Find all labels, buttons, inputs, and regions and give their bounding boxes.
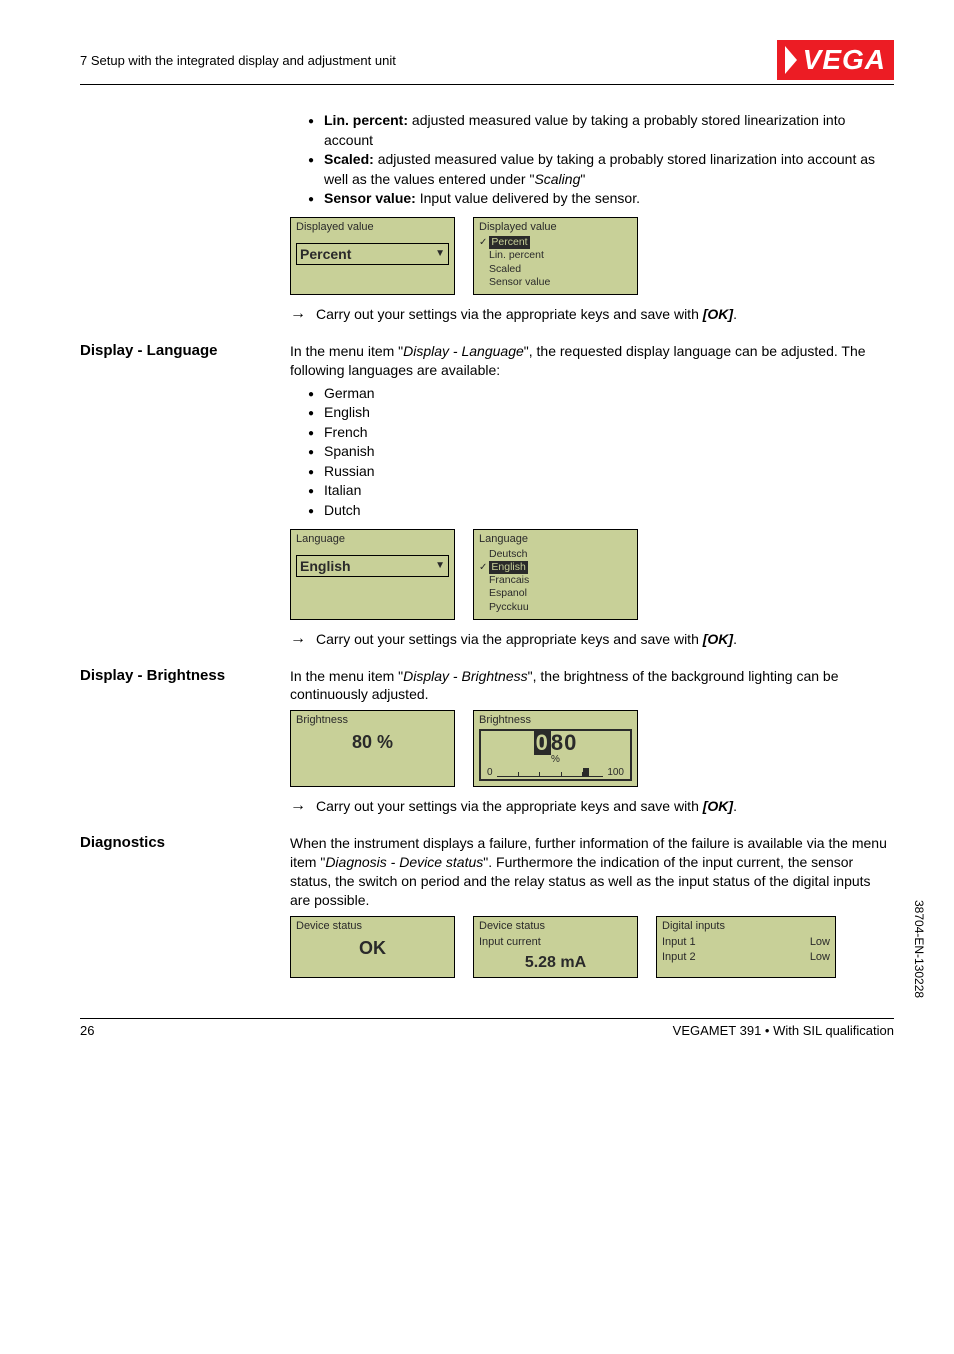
brightness-lcds: Brightness 80 % Brightness 080 % 0 100	[290, 710, 894, 787]
bullet-sensor-value: Sensor value: Input value delivered by t…	[308, 189, 894, 209]
lcd-displayed-value-list: Displayed value Percent Lin. percent Sca…	[473, 217, 638, 295]
lcd-language-select: Language English ▼	[290, 529, 455, 620]
header-section-text: 7 Setup with the integrated display and …	[80, 53, 396, 68]
vega-logo: VEGA	[777, 40, 894, 80]
lcd-digital-inputs: Digital inputs Input 1Low Input 2Low	[656, 916, 836, 978]
language-lcds: Language English ▼ Language Deutsch Engl…	[290, 529, 894, 620]
lcd-brightness-value: Brightness 80 %	[290, 710, 455, 787]
brightness-instruction: → Carry out your settings via the approp…	[290, 797, 894, 816]
page-footer: 26 VEGAMET 391 • With SIL qualification	[80, 1018, 894, 1038]
section-displayed-value: Lin. percent: adjusted measured value by…	[80, 109, 894, 342]
lcd-device-status-current: Device status Input current 5.28 mA	[473, 916, 638, 978]
input-current-value: 5.28 mA	[479, 954, 632, 972]
bullet-lin-percent: Lin. percent: adjusted measured value by…	[308, 111, 894, 150]
language-bullets: German English French Spanish Russian It…	[290, 384, 894, 521]
logo-triangle-icon	[785, 46, 797, 74]
lcd-select-english: English ▼	[296, 555, 449, 577]
brightness-content: In the menu item "Display - Brightness",…	[290, 667, 894, 835]
lcd-device-status-ok: Device status OK	[290, 916, 455, 978]
diagnostics-para: When the instrument displays a failure, …	[290, 834, 894, 910]
lcd-select-percent: Percent ▼	[296, 243, 449, 265]
language-para: In the menu item "Display - Language", t…	[290, 342, 894, 380]
language-instruction: → Carry out your settings via the approp…	[290, 630, 894, 649]
lcd-brightness-edit: Brightness 080 % 0 100	[473, 710, 638, 787]
arrow-icon: →	[290, 797, 306, 816]
displayed-value-bullets: Lin. percent: adjusted measured value by…	[290, 111, 894, 209]
logo-text: VEGA	[803, 44, 886, 76]
digital-input-row: Input 2Low	[662, 950, 830, 965]
page-header: 7 Setup with the integrated display and …	[80, 40, 894, 85]
arrow-icon: →	[290, 305, 306, 324]
side-label-empty	[80, 109, 290, 342]
bullet-scaled: Scaled: adjusted measured value by takin…	[308, 150, 894, 189]
language-content: In the menu item "Display - Language", t…	[290, 342, 894, 667]
diagnostics-content: When the instrument displays a failure, …	[290, 834, 894, 988]
section-brightness: Display - Brightness In the menu item "D…	[80, 667, 894, 835]
section-diagnostics: Diagnostics When the instrument displays…	[80, 834, 894, 988]
diagnostics-lcds: Device status OK Device status Input cur…	[290, 916, 894, 978]
displayed-value-instruction: → Carry out your settings via the approp…	[290, 305, 894, 324]
lcd-language-items: Deutsch English Francais Espanol Pycckuu	[479, 548, 632, 614]
arrow-icon: →	[290, 630, 306, 649]
brightness-slider: 0 100	[487, 767, 624, 778]
device-status-value: OK	[296, 938, 449, 959]
document-code: 38704-EN-130228	[912, 900, 926, 998]
displayed-value-content: Lin. percent: adjusted measured value by…	[290, 109, 894, 342]
chevron-down-icon: ▼	[435, 248, 445, 259]
section-language: Display - Language In the menu item "Dis…	[80, 342, 894, 667]
lcd-displayed-value-items: Percent Lin. percent Scaled Sensor value	[479, 236, 632, 289]
lcd-displayed-value-select: Displayed value Percent ▼	[290, 217, 455, 295]
displayed-value-lcds: Displayed value Percent ▼ Displayed valu…	[290, 217, 894, 295]
digital-input-row: Input 1Low	[662, 935, 830, 950]
side-label-diagnostics: Diagnostics	[80, 834, 290, 988]
brightness-edit-box: 080 % 0 100	[479, 729, 632, 781]
lcd-language-list: Language Deutsch English Francais Espano…	[473, 529, 638, 620]
side-label-brightness: Display - Brightness	[80, 667, 290, 835]
chevron-down-icon: ▼	[435, 560, 445, 571]
brightness-current: 80 %	[296, 732, 449, 753]
page-number: 26	[80, 1023, 94, 1038]
footer-doc-title: VEGAMET 391 • With SIL qualification	[673, 1023, 894, 1038]
brightness-para: In the menu item "Display - Brightness",…	[290, 667, 894, 705]
side-label-language: Display - Language	[80, 342, 290, 667]
